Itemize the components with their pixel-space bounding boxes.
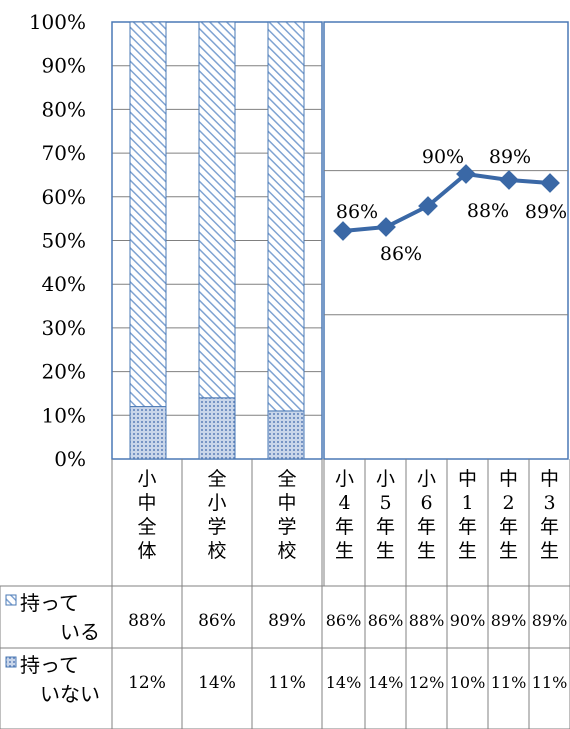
category-label: 5 (379, 492, 391, 514)
category-label: 中 (137, 492, 156, 514)
category-label: 1 (461, 492, 473, 514)
category-label: 生 (417, 540, 436, 562)
category-label: 生 (335, 540, 354, 562)
category-label: 年 (335, 516, 354, 538)
category-label: 全 (277, 468, 296, 490)
category-label: 小 (335, 468, 354, 490)
category-label: 6 (420, 492, 432, 514)
line-point (456, 164, 476, 184)
category-label: 年 (540, 516, 559, 538)
category-label: 生 (540, 540, 559, 562)
legend-label: いる (60, 620, 100, 644)
table-cell: 89% (268, 611, 306, 631)
line-point-label: 86% (336, 201, 378, 223)
line-point-label: 90% (422, 146, 464, 168)
bar-segment-have (267, 21, 305, 412)
category-label: 小 (376, 468, 395, 490)
table-cell: 11% (532, 673, 568, 692)
table-cell: 86% (368, 611, 404, 630)
category-label: 3 (543, 492, 555, 514)
category-label: 生 (458, 540, 477, 562)
bar-segment-not-have (267, 410, 305, 460)
category-label: 小 (137, 468, 156, 490)
category-label: 小 (417, 468, 436, 490)
table-cell: 90% (450, 611, 486, 630)
table-cell: 11% (268, 673, 306, 693)
y-tick-label: 30% (42, 316, 86, 340)
legend-key (5, 656, 17, 668)
table-cell: 89% (491, 611, 527, 630)
category-label: 学 (207, 516, 226, 538)
legend-key (5, 594, 17, 606)
category-label: 小 (207, 492, 226, 514)
table-cell: 89% (532, 611, 568, 630)
table-cell: 14% (368, 673, 404, 692)
table-cell: 86% (198, 611, 236, 631)
category-label: 全 (137, 516, 156, 538)
table-cell: 14% (326, 673, 362, 692)
legend-label: いない (40, 682, 100, 706)
category-label: 生 (499, 540, 518, 562)
legend-label: 持って (20, 653, 79, 677)
table-cell: 11% (491, 673, 527, 692)
category-label: 4 (338, 492, 350, 514)
y-tick-label: 60% (42, 185, 86, 209)
line-point (376, 217, 396, 237)
table-cell: 10% (450, 673, 486, 692)
category-label: 中 (277, 492, 296, 514)
line-point-label: 86% (380, 243, 422, 265)
line-point-label: 89% (525, 201, 567, 223)
category-label: 年 (499, 516, 518, 538)
bar-series (129, 21, 305, 460)
legend-label: 持って (20, 591, 79, 615)
table-cell: 14% (198, 673, 236, 693)
gridlines (111, 21, 569, 460)
category-label: 学 (277, 516, 296, 538)
table-cell: 12% (409, 673, 445, 692)
y-tick-label: 10% (42, 403, 86, 427)
category-label: 中 (499, 468, 518, 490)
bar-segment-not-have (129, 406, 167, 460)
category-label: 年 (376, 516, 395, 538)
category-label: 中 (540, 468, 559, 490)
y-tick-label: 40% (42, 272, 86, 296)
y-tick-label: 20% (42, 360, 86, 384)
y-tick-label: 90% (42, 54, 86, 78)
table-cell: 88% (409, 611, 445, 630)
bar-segment-not-have (198, 397, 236, 460)
y-tick-label: 70% (42, 141, 86, 165)
category-label: 全 (207, 468, 226, 490)
table-cell: 88% (128, 611, 166, 631)
category-label: 体 (137, 540, 156, 562)
category-label: 生 (376, 540, 395, 562)
line-point (333, 221, 353, 241)
line-point (540, 173, 560, 193)
line-point-label: 88% (467, 200, 509, 222)
category-label: 年 (458, 516, 477, 538)
category-label: 年 (417, 516, 436, 538)
bar-segment-have (198, 21, 236, 399)
bar-segment-have (129, 21, 167, 408)
line-panel-frame (323, 21, 569, 460)
line-point-label: 89% (489, 146, 531, 168)
y-tick-label: 0% (54, 447, 86, 471)
category-label: 校 (277, 540, 296, 562)
category-label: 中 (458, 468, 477, 490)
table-cell: 12% (128, 673, 166, 693)
y-tick-label: 80% (42, 97, 86, 121)
category-label: 2 (502, 492, 514, 514)
data-labels: 86%86% 88% 90% 89% 89% (336, 146, 567, 265)
line-point (418, 196, 438, 216)
y-tick-label: 100% (29, 10, 86, 34)
y-axis-labels: 0% 10% 20% 30% 40% 50% 60% 70% 80% 90% 100% (29, 10, 86, 471)
y-tick-label: 50% (42, 229, 86, 253)
category-label: 校 (207, 540, 226, 562)
line-point (499, 170, 519, 190)
table-cell: 86% (326, 611, 362, 630)
